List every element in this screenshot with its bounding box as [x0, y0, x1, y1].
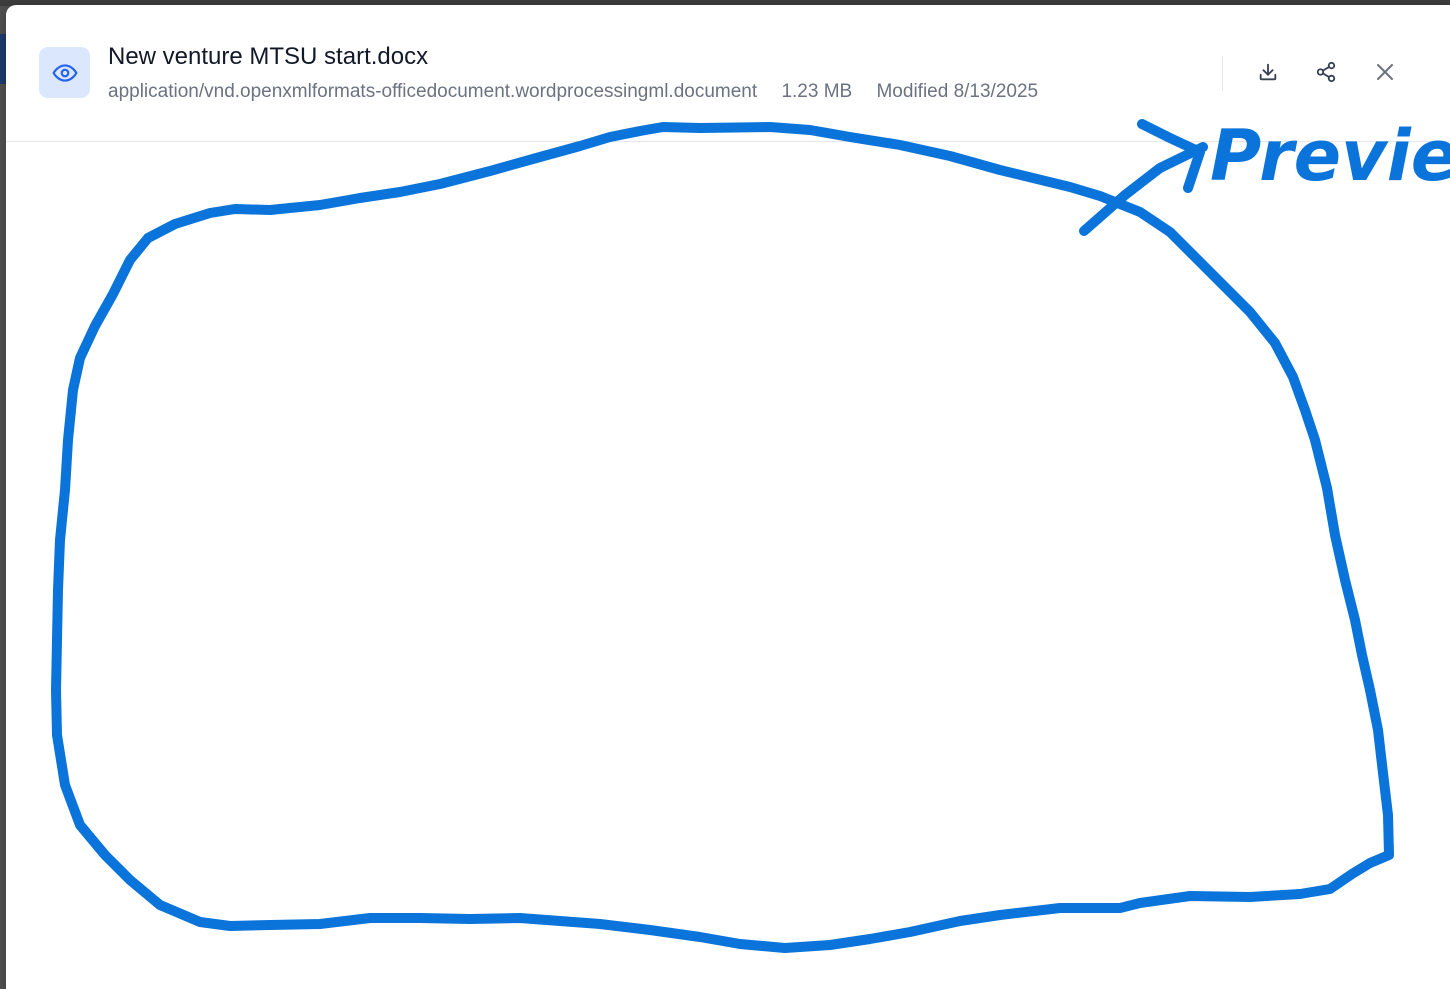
- close-icon: [1377, 64, 1393, 80]
- file-meta: application/vnd.openxmlformats-officedoc…: [108, 81, 1057, 103]
- file-modified: Modified 8/13/2025: [876, 81, 1039, 102]
- share-button[interactable]: [1309, 55, 1343, 89]
- backdrop-sidebar-edge: [0, 34, 6, 84]
- header-divider: [1222, 56, 1223, 91]
- backdrop-top: [0, 0, 1450, 6]
- file-preview-modal: New venture MTSU start.docx application/…: [6, 5, 1450, 989]
- download-button[interactable]: [1251, 55, 1285, 89]
- download-icon: [1259, 63, 1277, 81]
- close-button[interactable]: [1368, 55, 1402, 89]
- file-name: New venture MTSU start.docx: [108, 43, 429, 70]
- share-icon: [1316, 61, 1336, 83]
- file-mime-type: application/vnd.openxmlformats-officedoc…: [108, 81, 758, 102]
- eye-icon: [39, 47, 90, 98]
- file-size: 1.23 MB: [781, 81, 853, 102]
- document-preview-area[interactable]: [6, 142, 1450, 989]
- modal-header: New venture MTSU start.docx application/…: [6, 5, 1450, 142]
